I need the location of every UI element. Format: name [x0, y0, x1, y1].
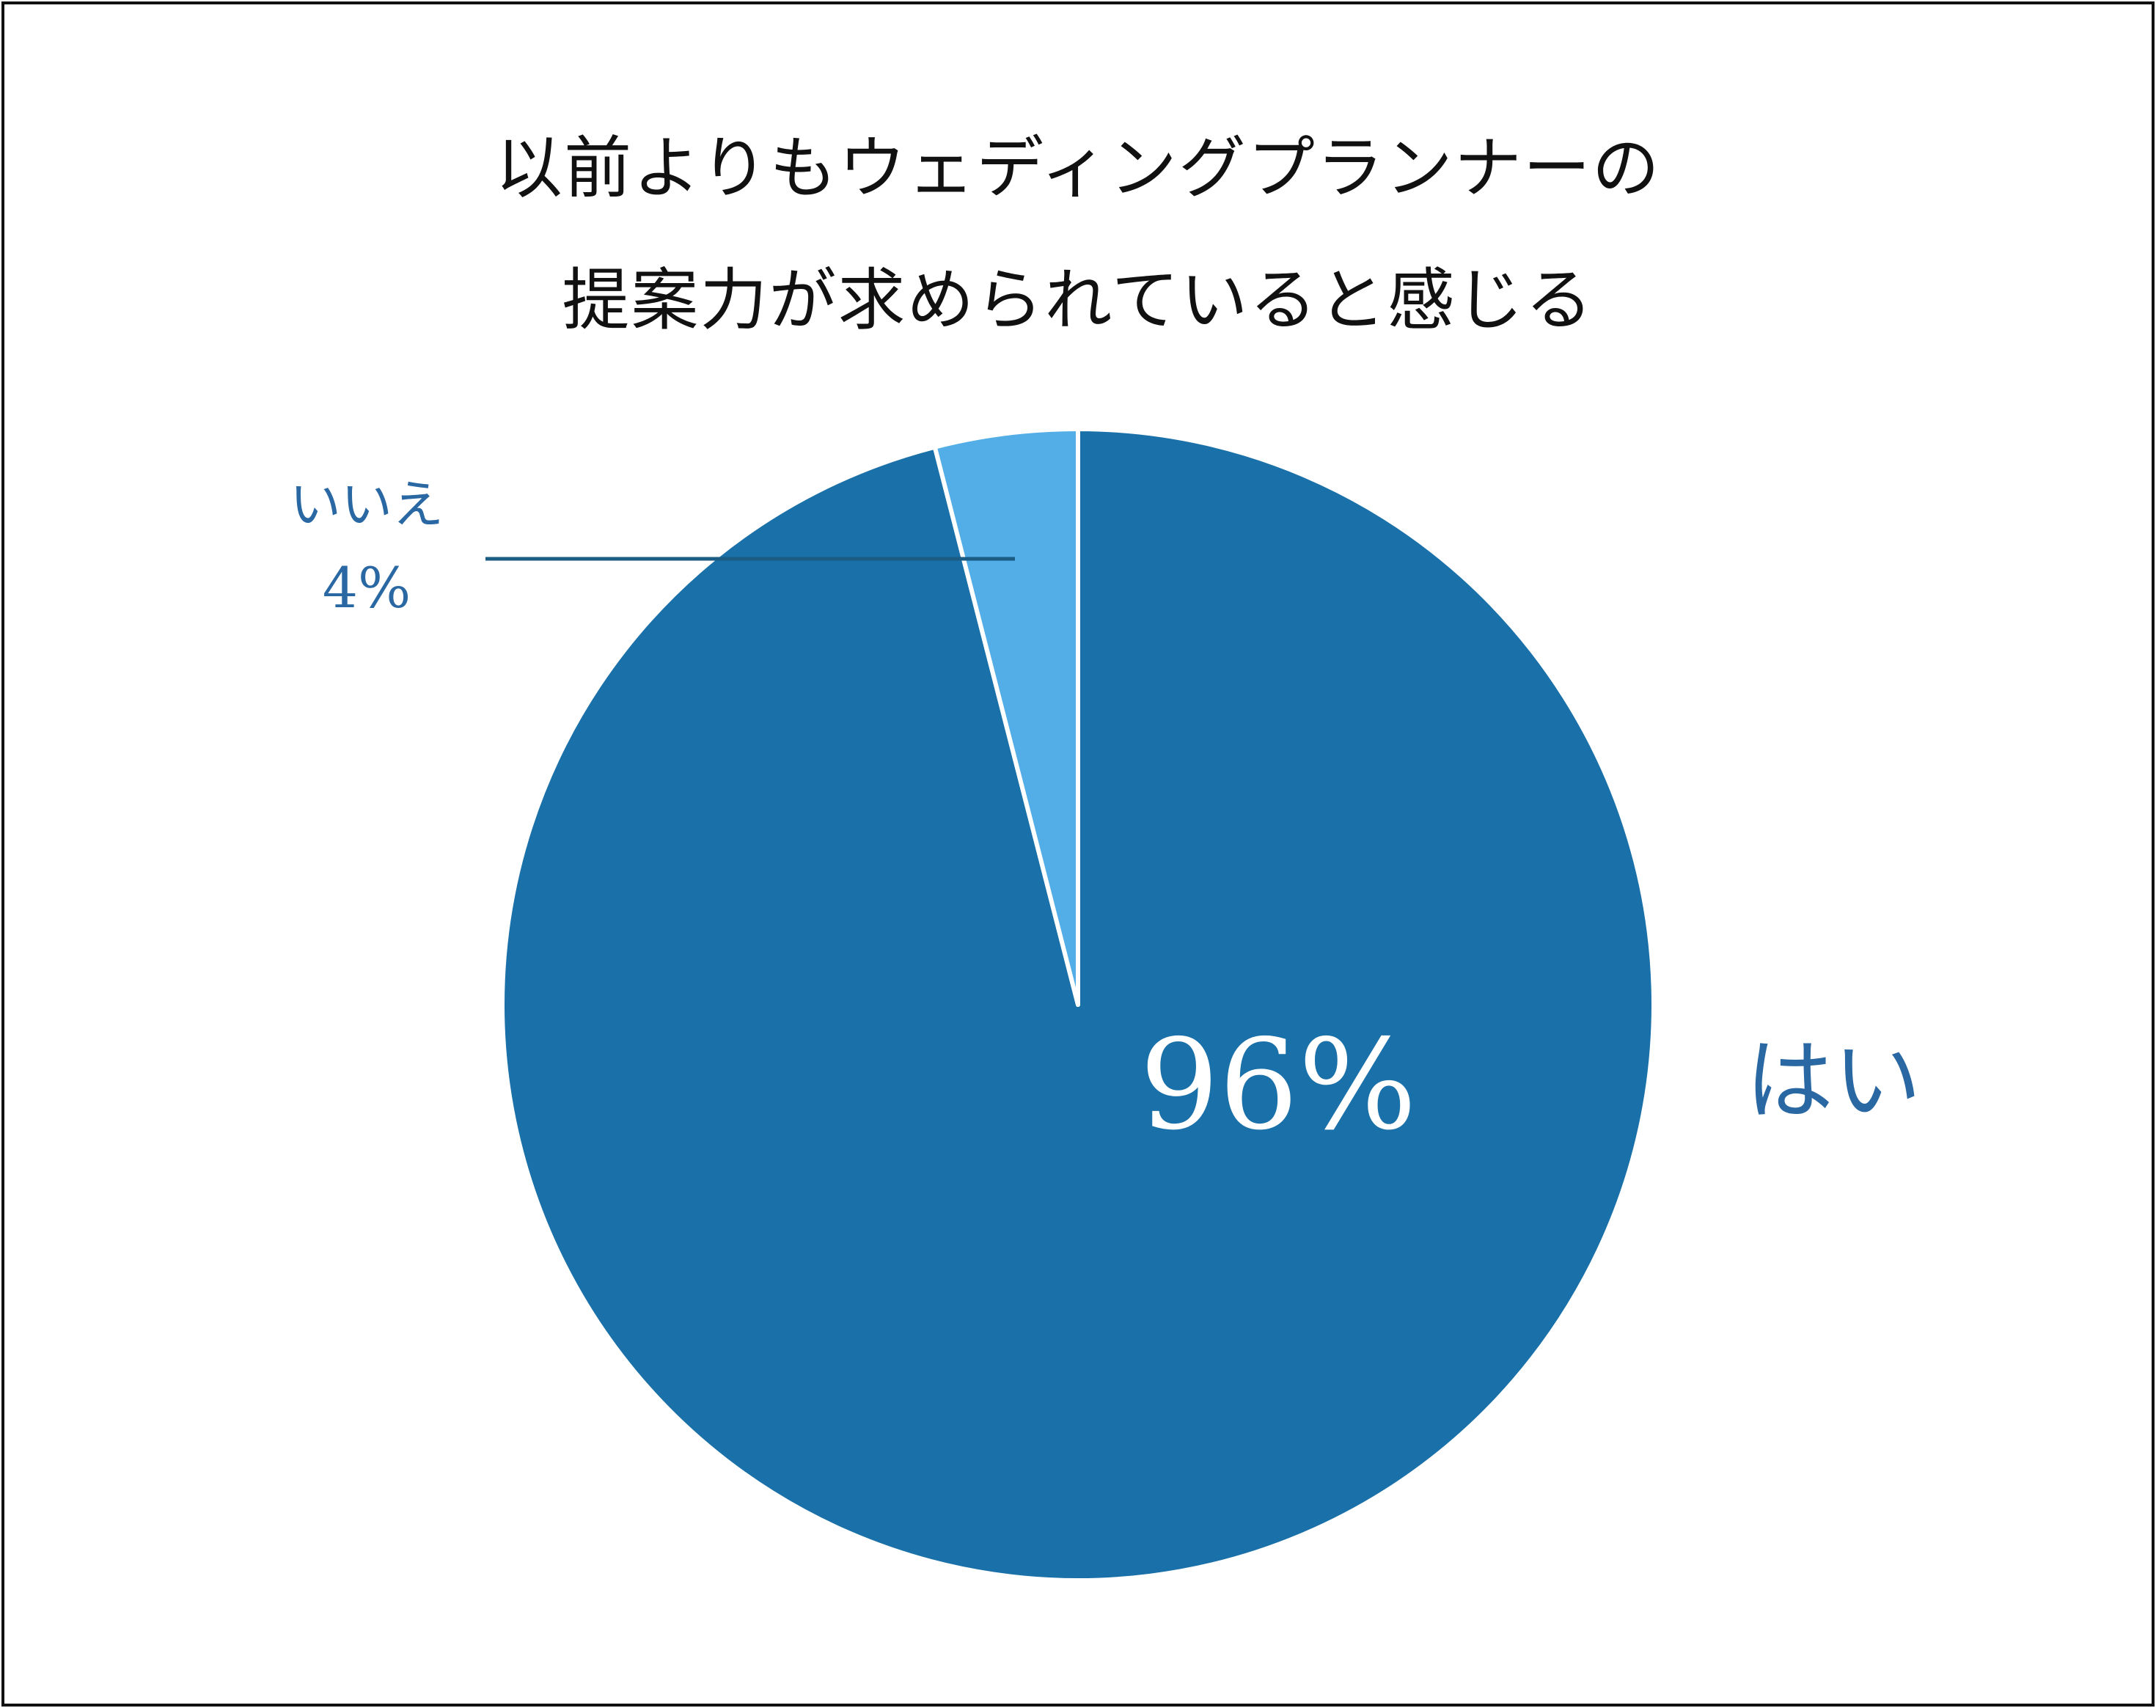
pie-slices	[500, 427, 1656, 1583]
slice-label-no: いいえ	[290, 474, 444, 535]
title-line-1: 以前よりもウェディングプランナーの	[495, 129, 1661, 208]
slice-value-no: 4%	[323, 555, 411, 620]
pie-slice-no	[932, 427, 1080, 1007]
slice-value-yes: 96%	[1140, 1013, 1417, 1158]
title-line-2: 提案力が求められていると感じる	[562, 261, 1594, 340]
slice-label-yes: はい	[1745, 1030, 1921, 1132]
chart-title: 以前よりもウェディングプランナーの 提案力が求められていると感じる	[0, 103, 2156, 367]
